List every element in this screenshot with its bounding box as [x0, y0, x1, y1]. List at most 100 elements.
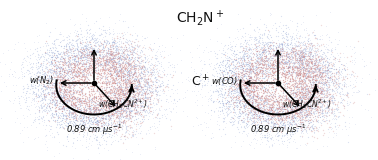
Point [45, 71, 51, 73]
Point [258, 59, 264, 61]
Point [47, 99, 53, 102]
Point [198, 88, 204, 90]
Point [195, 124, 201, 126]
Point [157, 109, 163, 111]
Point [65, 83, 71, 85]
Point [260, 72, 266, 74]
Point [79, 144, 85, 146]
Point [273, 87, 279, 90]
Point [80, 113, 86, 116]
Point [276, 65, 282, 68]
Point [101, 55, 107, 58]
Point [276, 104, 282, 107]
Point [74, 62, 80, 64]
Point [107, 68, 113, 71]
Point [260, 90, 266, 92]
Point [310, 87, 316, 89]
Point [298, 91, 304, 93]
Point [232, 65, 239, 68]
Point [299, 105, 305, 108]
Point [141, 66, 147, 68]
Point [67, 118, 73, 120]
Point [324, 58, 330, 61]
Point [132, 44, 138, 46]
Point [307, 57, 313, 60]
Point [105, 101, 111, 104]
Point [46, 50, 52, 53]
Point [93, 106, 99, 108]
Point [301, 127, 307, 129]
Point [296, 96, 302, 98]
Point [254, 71, 260, 74]
Point [127, 64, 133, 66]
Point [262, 80, 268, 82]
Point [102, 111, 108, 114]
Point [320, 65, 326, 67]
Point [300, 92, 306, 94]
Point [88, 92, 94, 94]
Point [50, 91, 56, 94]
Point [115, 109, 121, 112]
Point [131, 85, 137, 88]
Point [329, 112, 335, 114]
Point [98, 117, 104, 119]
Point [263, 120, 269, 122]
Point [83, 95, 89, 97]
Point [265, 43, 271, 45]
Point [110, 52, 116, 55]
Point [110, 51, 116, 53]
Point [69, 57, 75, 60]
Point [76, 37, 82, 39]
Point [299, 118, 305, 121]
Point [240, 99, 246, 102]
Point [155, 117, 161, 119]
Point [72, 100, 78, 103]
Point [301, 48, 307, 51]
Point [205, 76, 211, 79]
Point [86, 99, 92, 102]
Point [57, 76, 63, 79]
Point [91, 85, 98, 87]
Point [34, 58, 40, 61]
Point [241, 57, 247, 60]
Point [125, 128, 131, 131]
Point [300, 70, 306, 72]
Point [106, 52, 112, 54]
Point [86, 41, 92, 44]
Point [135, 79, 141, 82]
Point [229, 47, 235, 49]
Point [319, 103, 325, 105]
Point [326, 62, 332, 64]
Point [311, 132, 317, 134]
Point [131, 78, 137, 81]
Point [277, 88, 284, 91]
Point [130, 71, 136, 73]
Point [63, 93, 69, 96]
Point [271, 77, 277, 80]
Point [288, 108, 294, 111]
Point [43, 95, 49, 98]
Point [101, 71, 107, 73]
Point [276, 96, 282, 98]
Point [307, 58, 313, 60]
Point [145, 71, 151, 74]
Point [114, 89, 120, 92]
Point [299, 50, 305, 53]
Point [267, 71, 273, 73]
Point [237, 114, 243, 116]
Point [262, 56, 268, 59]
Point [107, 69, 113, 72]
Point [116, 75, 122, 77]
Point [292, 85, 298, 88]
Point [107, 66, 113, 68]
Point [59, 52, 65, 55]
Point [37, 72, 43, 74]
Point [289, 36, 295, 38]
Point [75, 93, 81, 95]
Point [293, 65, 299, 67]
Point [294, 72, 300, 75]
Point [54, 53, 60, 56]
Point [139, 88, 145, 91]
Point [300, 55, 306, 57]
Point [284, 95, 290, 97]
